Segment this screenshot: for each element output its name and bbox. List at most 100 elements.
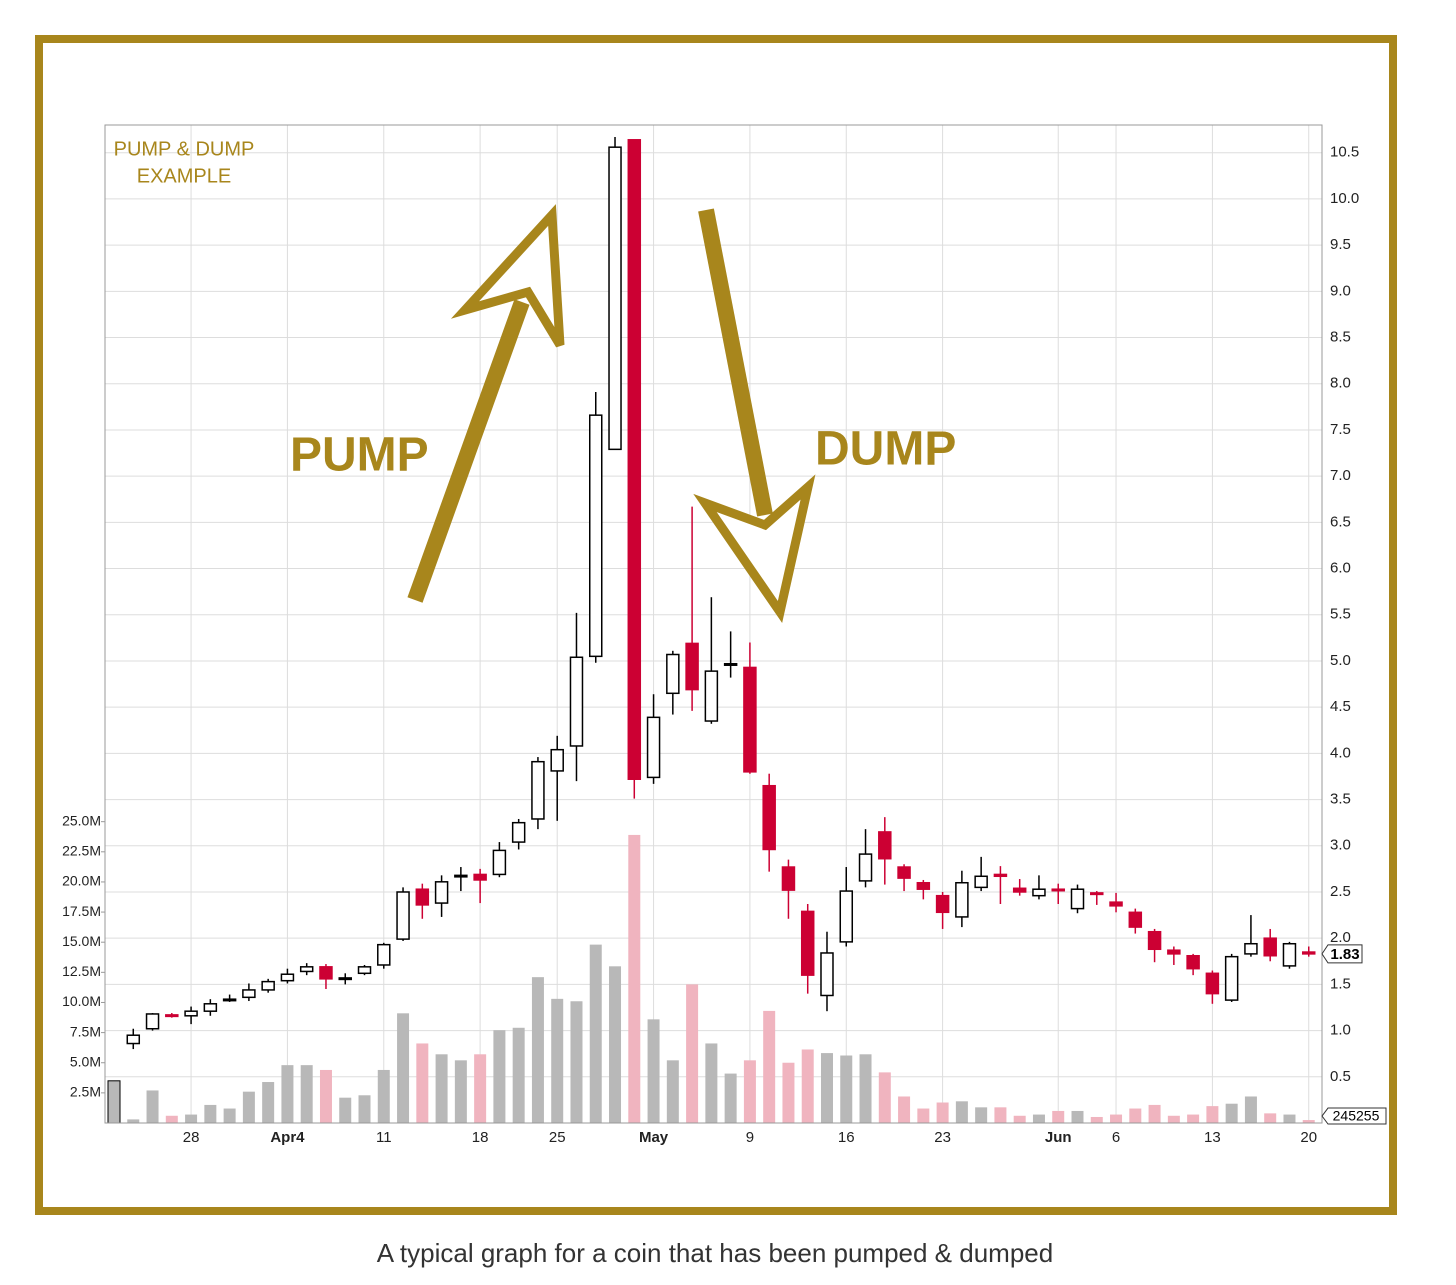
x-tick-label: Jun [1045,1129,1072,1146]
candle-body [704,670,719,722]
candle-body [1263,937,1277,957]
x-tick-label: 23 [934,1129,951,1146]
candle-body [1205,972,1220,995]
candle-body [723,662,738,666]
volume-bar [300,1065,313,1123]
y-tick-label: 8.5 [1330,329,1351,346]
volume-bar [551,998,564,1123]
volume-bar [666,1060,679,1123]
volume-bar [397,1013,410,1123]
volume-bar [878,1072,891,1123]
volume-bar [1187,1114,1200,1123]
volume-tick-label: 5.0M [70,1053,101,1069]
x-tick-label: 13 [1204,1129,1221,1146]
candle-body [222,998,237,1002]
volume-tick-label: 22.5M [62,843,101,859]
volume-bars [107,834,1315,1124]
candle-body [935,894,950,914]
volume-bar [628,834,641,1123]
volume-bar [955,1101,968,1123]
candle-body [1147,930,1162,951]
volume-bar [319,1069,332,1123]
candle-body [1167,949,1181,955]
volume-bar [1013,1115,1026,1123]
y-tick-label: 8.0 [1330,375,1351,392]
volume-bar [898,1096,911,1123]
volume-tick-label: 10.0M [62,993,101,1009]
candle-body [878,831,892,860]
annotation: DUMP [815,423,956,476]
x-tick-label: May [639,1129,669,1146]
frame [35,35,1397,1215]
volume-bar [782,1062,795,1123]
candle-body [357,966,372,975]
x-tick-label: 20 [1300,1129,1317,1146]
volume-bar [859,1054,872,1123]
candle-body [1032,888,1046,897]
x-tick-label: 18 [472,1129,489,1146]
volume-bar [416,1043,429,1123]
y-tick-label: 4.5 [1330,698,1351,715]
volume-bar [146,1090,159,1123]
volume-bar [474,1054,487,1123]
x-tick-label: Apr4 [270,1129,305,1146]
candle-body [377,943,391,966]
volume-bar [127,1119,140,1123]
x-tick-label: 6 [1112,1129,1120,1146]
volume-bar [165,1115,178,1123]
volume-bar [358,1095,371,1123]
y-tick-label: 9.5 [1330,236,1351,253]
volume-bar [204,1104,217,1123]
volume-bar [936,1102,949,1123]
volume-bar [512,1027,525,1123]
y-tick-label: 2.0 [1330,929,1351,946]
candle-body [165,1014,179,1018]
volume-tick-label: 15.0M [62,933,101,949]
volume-bar [820,1053,833,1123]
candle-body [1090,892,1104,896]
candle-body [319,966,333,980]
candle-body [646,716,661,779]
candle-body [1070,888,1085,910]
volume-bar [1225,1103,1238,1123]
last-price-box [1321,944,1363,964]
candle-body [550,748,564,772]
candles [126,137,1316,1050]
candle-body [203,1003,218,1012]
volume-bar [724,1073,737,1123]
volume-bar [223,1108,236,1123]
candle-body [531,760,545,820]
y-tick-label: 5.5 [1330,606,1351,623]
y-tick-label: 10.0 [1330,190,1359,207]
volume-tick-label: 2.5M [70,1084,101,1100]
x-tick-label: 28 [183,1129,200,1146]
y-tick-label: 2.5 [1330,883,1351,900]
volume-tick-label: 20.0M [62,873,101,889]
volume-bar [281,1065,294,1123]
candle-body [396,891,410,940]
candle-body [1301,951,1316,955]
candle-body [415,888,430,906]
volume-bar [107,1080,121,1124]
candle-body [1282,942,1297,967]
candle-body [1109,901,1123,907]
candle-body [666,653,680,695]
y-tick-label: 5.0 [1330,652,1351,669]
candle-body [627,139,642,780]
volume-bar [1302,1120,1315,1123]
volume-bar [454,1060,467,1123]
volume-tick-label: 25.0M [62,812,101,828]
candle-body [184,1010,198,1017]
volume-bar [1167,1115,1180,1123]
y-tick-label: 1.0 [1330,1022,1351,1039]
candle-body [261,980,275,991]
volume-bar [242,1091,255,1123]
y-tick-label: 6.5 [1330,513,1351,530]
x-tick-label: 11 [376,1129,392,1146]
y-tick-label: 1.5 [1330,975,1351,992]
volume-bar [705,1043,718,1123]
last-price-label: 1.83 [1330,946,1359,963]
candle-body [897,866,911,879]
candle-body [1051,888,1065,892]
